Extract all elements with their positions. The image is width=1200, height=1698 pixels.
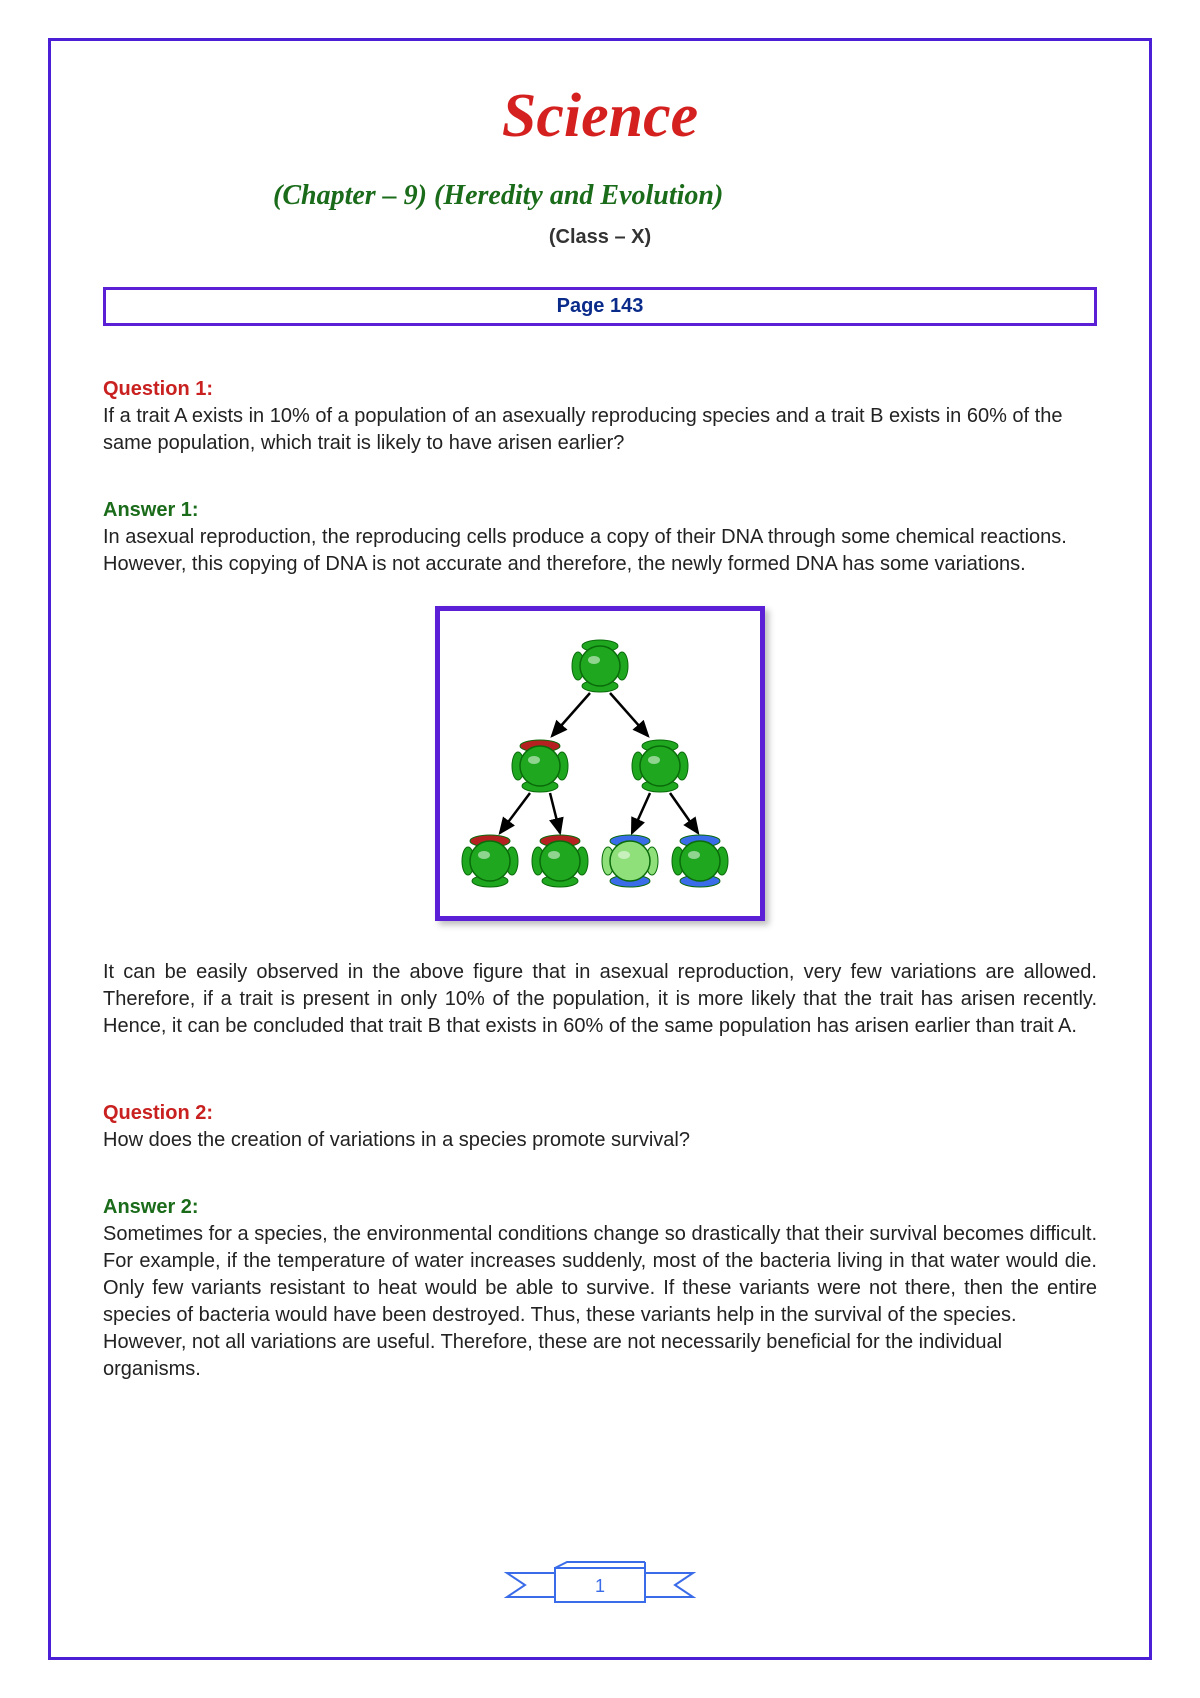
banner-icon: 1	[495, 1556, 705, 1614]
answer-1-text-after: It can be easily observed in the above f…	[103, 959, 1097, 1040]
question-2-label: Question 2:	[103, 1102, 1097, 1125]
answer-2-label: Answer 2:	[103, 1196, 1097, 1219]
diagram-container	[103, 606, 1097, 921]
class-line: (Class – X)	[103, 226, 1097, 249]
page-frame: Science (Chapter – 9) (Heredity and Evol…	[48, 38, 1152, 1660]
question-1-label: Question 1:	[103, 378, 1097, 401]
answer-2-p2: However, not all variations are useful. …	[103, 1329, 1097, 1383]
answer-2-p1: Sometimes for a species, the environment…	[103, 1221, 1097, 1329]
reproduction-diagram	[435, 606, 765, 921]
reproduction-diagram-svg	[440, 611, 760, 911]
question-2-text: How does the creation of variations in a…	[103, 1127, 1097, 1154]
question-1-text: If a trait A exists in 10% of a populati…	[103, 403, 1097, 457]
page-indicator-bar: Page 143	[103, 287, 1097, 326]
answer-1-text-before: In asexual reproduction, the reproducing…	[103, 524, 1097, 578]
page-number-banner: 1	[495, 1556, 705, 1619]
svg-text:1: 1	[595, 1576, 605, 1596]
main-title: Science	[103, 81, 1097, 152]
chapter-subtitle: (Chapter – 9) (Heredity and Evolution)	[273, 180, 1097, 212]
answer-1-label: Answer 1:	[103, 499, 1097, 522]
